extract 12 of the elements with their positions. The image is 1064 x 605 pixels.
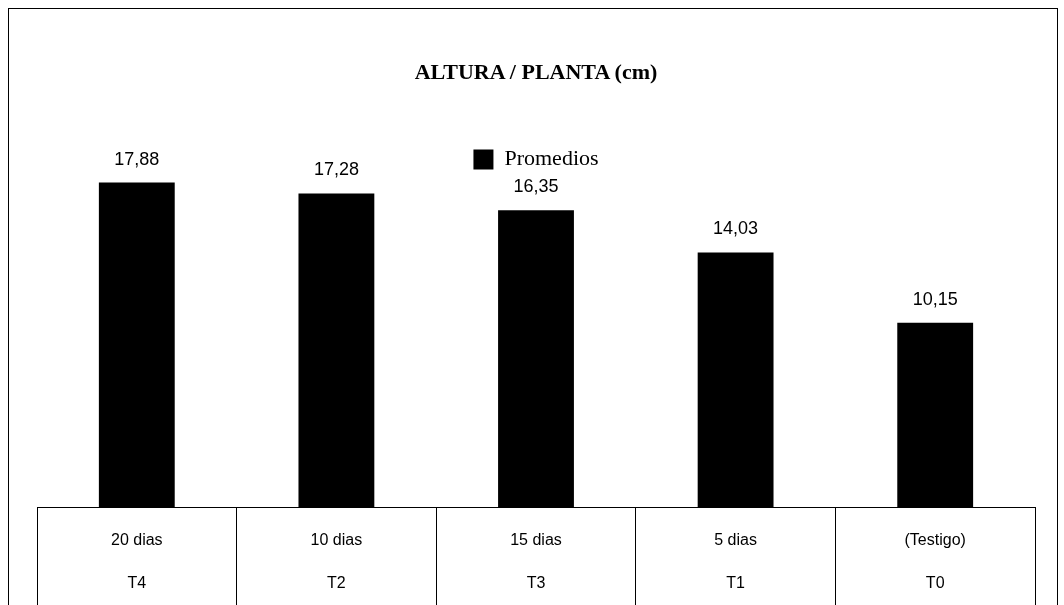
category-label: 20 dias T4	[111, 531, 163, 592]
data-label: 17,88	[114, 148, 160, 169]
data-label: 16,35	[513, 176, 559, 197]
data-label: 14,03	[713, 218, 759, 239]
chart-title: ALTURA / PLANTA (cm)	[414, 58, 658, 84]
category-label: 15 dias T3	[510, 531, 562, 592]
legend-label: Promedios	[504, 145, 599, 171]
category-label: (Testigo) T0	[904, 531, 966, 592]
category-label: 10 dias T2	[310, 531, 363, 592]
data-label: 10,15	[912, 288, 958, 309]
data-label: 17,28	[313, 159, 359, 180]
category-label: 5 dias T1	[714, 531, 757, 592]
